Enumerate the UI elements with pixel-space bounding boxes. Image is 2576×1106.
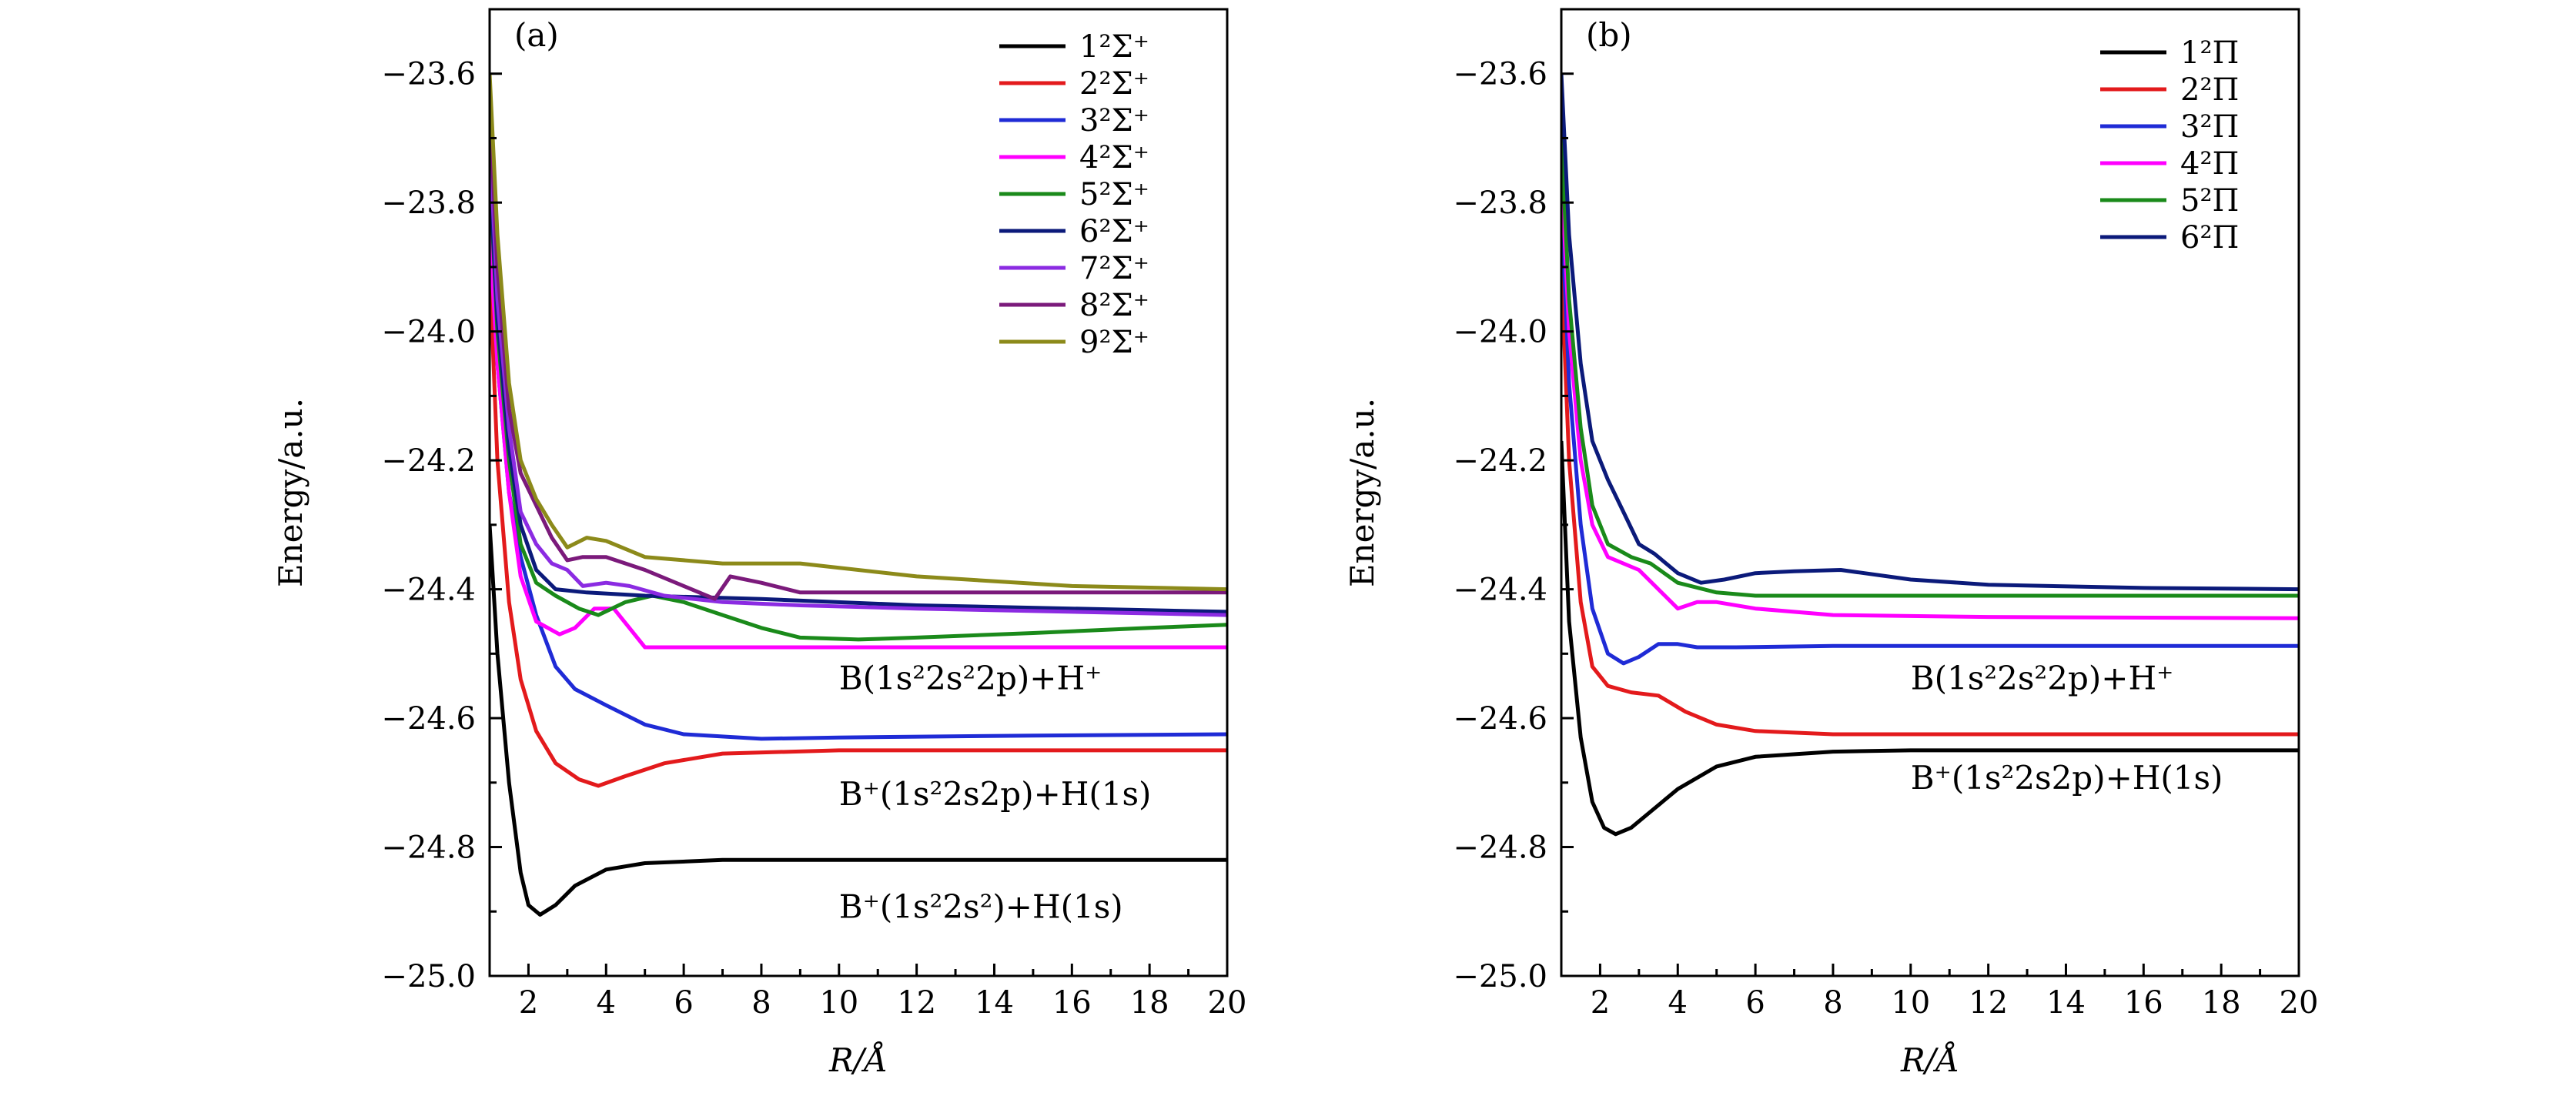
y-tick-label: −23.8 [381, 185, 476, 221]
series-line-4 [1561, 170, 2299, 620]
legend-label: 6²Σ⁺ [1079, 214, 1149, 249]
x-tick-label: 10 [819, 985, 858, 1021]
legend-label: 3²Σ⁺ [1079, 103, 1149, 139]
y-tick-label: −24.0 [1453, 315, 1547, 350]
x-tick-label: 4 [1668, 985, 1688, 1021]
asymptote-label: B⁺(1s²2s²)+H(1s) [839, 888, 1123, 926]
y-tick-label: −24.0 [381, 315, 476, 350]
x-tick-label: 6 [1745, 985, 1765, 1021]
y-axis-title: Energy/a.u. [1343, 398, 1381, 587]
x-tick-label: 4 [597, 985, 616, 1021]
x-tick-label: 12 [1969, 985, 2008, 1021]
x-tick-label: 2 [519, 985, 538, 1021]
x-tick-label: 16 [1052, 985, 1092, 1021]
legend-label: 3²Π [2180, 109, 2239, 145]
legend-label: 1²Π [2180, 35, 2239, 71]
x-tick-label: 2 [1591, 985, 1610, 1021]
legend-label: 2²Σ⁺ [1079, 66, 1149, 102]
x-tick-label: 6 [674, 985, 693, 1021]
y-tick-label: −23.6 [1453, 57, 1547, 92]
y-tick-label: −25.0 [1453, 959, 1547, 994]
y-tick-label: −25.0 [381, 959, 476, 994]
chart-panel-b: 2 4 6 8 10 12 14 16 18 20 −25.0 −24.8 −24.6 −24.4 −24.… [1343, 8, 2319, 1079]
legend: 1²Σ⁺2²Σ⁺3²Σ⁺4²Σ⁺5²Σ⁺6²Σ⁺7²Σ⁺8²Σ⁺9²Σ⁺ [999, 29, 1149, 360]
series-line-9 [490, 73, 1227, 592]
legend-label: 7²Σ⁺ [1079, 251, 1149, 286]
y-tick-label: −24.2 [381, 443, 476, 479]
asymptote-label: B⁺(1s²2s2p)+H(1s) [839, 775, 1152, 813]
x-tick-label: 10 [1891, 985, 1930, 1021]
x-axis-title: R/Å [828, 1041, 888, 1079]
legend-label: 6²Π [2180, 220, 2239, 256]
x-tick-label: 18 [2202, 985, 2241, 1021]
panel-label: (a) [514, 16, 559, 54]
series-line-1 [490, 524, 1227, 917]
y-tick-label: −24.6 [381, 701, 476, 737]
plot-frame [488, 8, 1229, 977]
asymptote-label: B(1s²2s²2p)+H⁺ [1911, 659, 2173, 697]
series-line-8 [490, 105, 1227, 601]
x-tick-label: 8 [751, 985, 771, 1021]
series-line-2 [490, 266, 1227, 788]
legend-label: 4²Π [2180, 146, 2239, 182]
legend-label: 1²Σ⁺ [1079, 29, 1149, 65]
x-tick-label: 14 [2046, 985, 2086, 1021]
legend-label: 4²Σ⁺ [1079, 140, 1149, 175]
y-tick-label: −24.2 [1453, 443, 1547, 479]
series-line-6 [1561, 73, 2299, 592]
x-tick-label: 14 [975, 985, 1014, 1021]
legend-label: 9²Σ⁺ [1079, 325, 1149, 360]
series-line-2 [1561, 266, 2299, 737]
panel-label: (b) [1586, 16, 1632, 54]
x-tick-label: 16 [2124, 985, 2163, 1021]
x-tick-label: 8 [1823, 985, 1842, 1021]
chart-panel-a: 2 4 6 8 10 12 14 16 18 20 −25.0 −24.8 −24.6 −24.4 −24.… [272, 8, 1247, 1079]
series-line-4 [490, 234, 1227, 650]
series-line-5 [1561, 138, 2299, 598]
y-tick-label: −24.8 [1453, 830, 1547, 866]
asymptote-label: B(1s²2s²2p)+H⁺ [839, 659, 1102, 697]
y-tick-label: −24.4 [381, 573, 476, 608]
legend-label: 5²Σ⁺ [1079, 177, 1149, 212]
x-tick-label: 20 [1208, 985, 1247, 1021]
y-tick-label: −23.6 [381, 57, 476, 92]
x-tick-label: 18 [1130, 985, 1169, 1021]
series-line-1 [1561, 440, 2299, 837]
legend-label: 5²Π [2180, 183, 2239, 219]
y-tick-label: −24.8 [381, 830, 476, 866]
y-tick-label: −24.4 [1453, 573, 1547, 608]
series-line-7 [490, 138, 1227, 617]
y-tick-label: −24.6 [1453, 701, 1547, 737]
y-tick-label: −23.8 [1453, 185, 1547, 221]
plot-frame [1560, 8, 2300, 977]
x-axis-title: R/Å [1900, 1041, 1959, 1079]
x-tick-label: 20 [2280, 985, 2319, 1021]
series-line-3 [1561, 202, 2299, 666]
legend-label: 8²Σ⁺ [1079, 288, 1149, 323]
asymptote-label: B⁺(1s²2s2p)+H(1s) [1911, 759, 2223, 797]
x-tick-label: 12 [897, 985, 936, 1021]
y-axis-title: Energy/a.u. [272, 398, 309, 587]
legend-label: 2²Π [2180, 72, 2239, 108]
